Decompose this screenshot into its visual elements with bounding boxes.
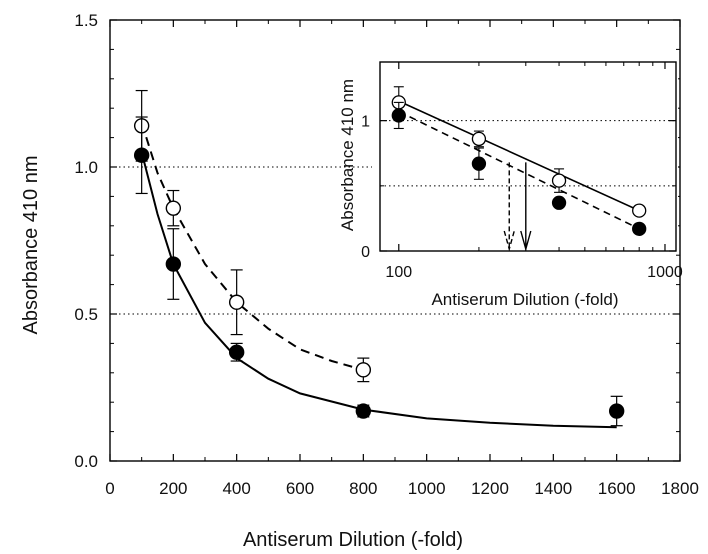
inset-x-axis-title: Antiserum Dilution (-fold) [431,290,618,309]
filled-circle-point [228,344,245,360]
inset-x-tick-label: 1000 [647,264,683,281]
inset-arrow-solid-head [520,230,532,252]
inset-axes: 100 1000 0 1 [361,61,683,281]
y-tick-label: 0.5 [74,305,98,324]
main-chart: 0 200 400 600 800 1000 1200 1400 1600 18000.00.51… [20,11,699,551]
inset-filled-circle-point [632,221,647,236]
main-points [133,89,625,427]
x-tick-label: 800 [349,479,377,498]
inset-frame [379,61,677,252]
x-tick-label: 1600 [598,479,636,498]
inset-open-circle-point [471,131,487,147]
filled-circle-point [133,147,150,163]
inset-background [372,58,678,254]
filled-circle-point [165,256,182,272]
inset-x-tick-label: 100 [385,264,412,281]
open-circle-point [355,362,372,378]
inset-points [391,86,647,236]
open-circle-point [165,200,182,216]
x-tick-label: 200 [159,479,187,498]
main-curves [140,122,617,429]
y-tick-label: 0.0 [74,452,98,471]
main-y-axis-title: Absorbance 410 nm [20,155,42,334]
x-tick-label: 1800 [661,479,699,498]
x-tick-label: 1000 [408,479,446,498]
main-x-axis-title: Antiserum Dilution (-fold) [243,529,463,551]
inset-lines [398,100,640,230]
inset-fit-line-solid [398,100,640,212]
x-tick-label: 400 [222,479,250,498]
x-tick-label: 1200 [471,479,509,498]
inset-y-tick-label: 0 [361,244,370,261]
inset-chart: 100 1000 0 1 Antiserum Dilution (-fold) Abs… [338,58,683,309]
main-axes: 0 200 400 600 800 1000 1200 1400 1600 18000.00.51… [74,11,699,498]
inset-filled-circle-point [551,195,567,210]
filled-circle-point [355,403,372,419]
x-tick-label: 600 [286,479,314,498]
inset-open-circle-point [632,203,647,218]
fit-curve-solid [140,152,617,429]
inset-arrow-dashed-head [503,230,515,252]
inset-y-tick-label: 1 [361,114,370,131]
y-tick-label: 1.0 [74,158,98,177]
fit-curve-dashed [140,122,364,371]
inset-y-axis-title: Absorbance 410 nm [338,79,357,231]
inset-filled-circle-point [391,108,406,123]
x-tick-label: 1400 [534,479,572,498]
x-tick-label: 0 [105,479,114,498]
inset-fit-line-dashed [398,110,640,230]
inset-filled-circle-point [471,156,487,171]
open-circle-point [228,294,245,310]
inset-arrows [503,162,532,252]
inset-open-circle-point [551,173,567,188]
y-tick-label: 1.5 [74,11,98,30]
filled-circle-point [608,403,625,419]
